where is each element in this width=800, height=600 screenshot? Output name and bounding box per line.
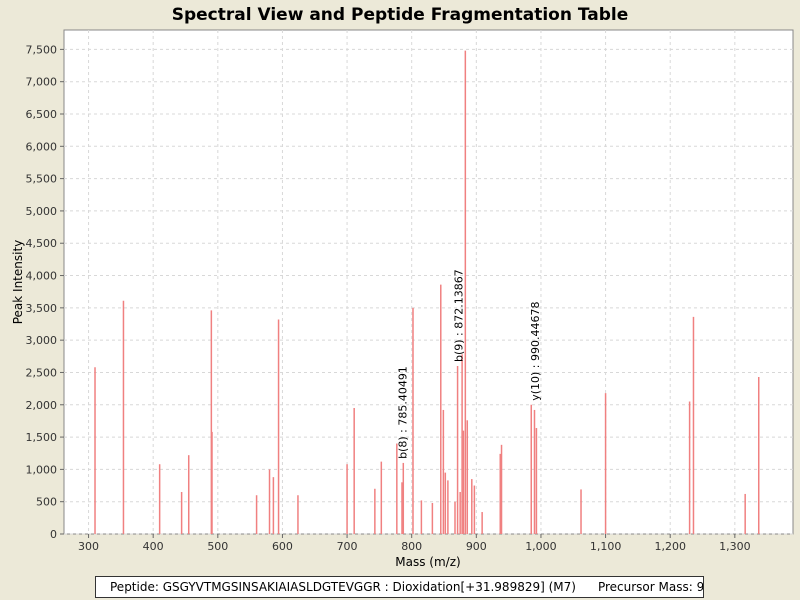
- y-tick-label: 5,500: [26, 173, 58, 186]
- x-tick-label: 1,200: [654, 540, 686, 553]
- y-tick-label: 4,000: [26, 270, 58, 283]
- y-tick-label: 500: [36, 496, 57, 509]
- precursor-mass: Precursor Mass: 915.6466: [597, 580, 704, 594]
- x-tick-label: 1,000: [525, 540, 557, 553]
- y-tick-label: 3,500: [26, 302, 58, 315]
- x-tick-label: 600: [272, 540, 293, 553]
- y-tick-label: 2,000: [26, 399, 58, 412]
- x-tick-label: 500: [207, 540, 228, 553]
- y-tick-label: 3,000: [26, 334, 58, 347]
- peak-annotation: b(9) : 872.13867: [452, 269, 465, 362]
- y-tick-label: 6,000: [26, 140, 58, 153]
- y-axis-label: Peak Intensity: [11, 240, 25, 325]
- x-tick-label: 1,300: [719, 540, 751, 553]
- x-tick-label: 800: [401, 540, 422, 553]
- x-axis-label: Mass (m/z): [395, 555, 460, 569]
- y-tick-label: 2,500: [26, 366, 58, 379]
- y-tick-label: 1,000: [26, 463, 58, 476]
- y-tick-label: 6,500: [26, 108, 58, 121]
- y-tick-label: 4,500: [26, 237, 58, 250]
- chart-title: Spectral View and Peptide Fragmentation …: [172, 5, 629, 25]
- grid: [64, 30, 793, 535]
- x-tick-label: 700: [337, 540, 358, 553]
- x-tick-label: 900: [466, 540, 487, 553]
- y-tick-label: 1,500: [26, 431, 58, 444]
- x-tick-label: 300: [78, 540, 99, 553]
- x-tick-label: 400: [143, 540, 164, 553]
- peaks: [94, 50, 760, 534]
- plot-area: [63, 29, 794, 535]
- peak-annotations: b(8) : 785.40491 b(9) : 872.13867 y(10) : …: [396, 269, 542, 459]
- axes: 0 500 1,000 1,500 2,000 2,500 3,000 3,500 4,000 4…: [26, 43, 751, 553]
- peak-annotation: b(8) : 785.40491: [396, 366, 409, 459]
- x-tick-label: 1,100: [590, 540, 622, 553]
- y-tick-label: 7,500: [26, 43, 58, 56]
- y-tick-label: 5,000: [26, 205, 58, 218]
- peptide-sequence: Peptide: GSGYVTMGSINSAKIAIASLDGTEVGGR : …: [110, 580, 576, 594]
- peak-annotation: y(10) : 990.44678: [529, 301, 542, 400]
- peptide-info-box: Peptide: GSGYVTMGSINSAKIAIASLDGTEVGGR : …: [95, 576, 704, 598]
- y-tick-label: 7,000: [26, 76, 58, 89]
- y-tick-label: 0: [50, 528, 57, 541]
